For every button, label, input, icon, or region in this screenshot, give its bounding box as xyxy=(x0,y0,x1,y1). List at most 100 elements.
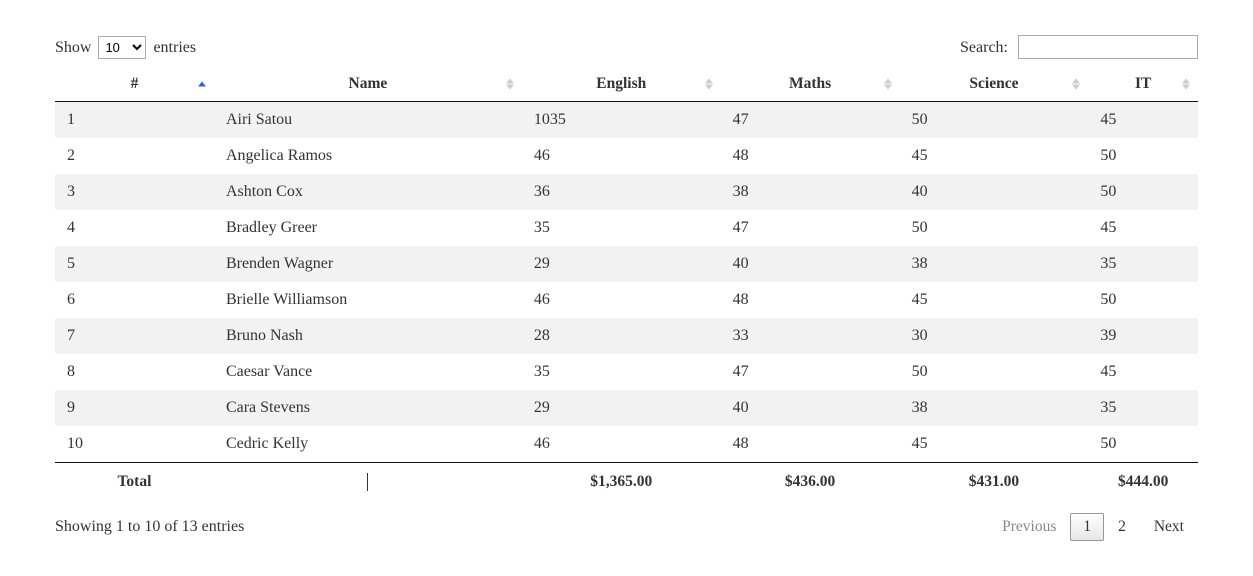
cell-name: Brenden Wagner xyxy=(214,246,522,282)
cell-it: 39 xyxy=(1088,318,1198,354)
table-row: 6Brielle Williamson46484550 xyxy=(55,282,1198,318)
table-info: Showing 1 to 10 of 13 entries xyxy=(55,518,244,536)
sort-icon xyxy=(506,79,514,90)
table-head: # Name English Maths Science IT xyxy=(55,67,1198,102)
table-row: 3Ashton Cox36384050 xyxy=(55,174,1198,210)
cell-name: Brielle Williamson xyxy=(214,282,522,318)
length-label: Show 102550100 entries xyxy=(55,39,196,56)
cell-it: 50 xyxy=(1088,174,1198,210)
length-select[interactable]: 102550100 xyxy=(98,36,146,59)
cell-science: 50 xyxy=(900,354,1089,390)
next-button[interactable]: Next xyxy=(1140,513,1198,541)
table-row: 5Brenden Wagner29403835 xyxy=(55,246,1198,282)
pagination: Previous12Next xyxy=(988,513,1198,541)
search-label-wrap: Search: xyxy=(960,39,1198,56)
footer-it: $444.00 xyxy=(1088,463,1198,500)
sort-icon xyxy=(198,82,206,87)
cell-maths: 38 xyxy=(721,174,900,210)
table-foot: Total $1,365.00 $436.00 $431.00 $444.00 xyxy=(55,463,1198,500)
table-row: 8Caesar Vance35475045 xyxy=(55,354,1198,390)
cell-name: Cara Stevens xyxy=(214,390,522,426)
footer-total-label: Total xyxy=(55,463,214,500)
cell-it: 45 xyxy=(1088,354,1198,390)
cell-idx: 8 xyxy=(55,354,214,390)
column-header-maths[interactable]: Maths xyxy=(721,67,900,102)
column-header-it[interactable]: IT xyxy=(1088,67,1198,102)
cell-idx: 7 xyxy=(55,318,214,354)
cell-idx: 10 xyxy=(55,426,214,463)
cell-name: Angelica Ramos xyxy=(214,138,522,174)
cell-it: 45 xyxy=(1088,210,1198,246)
cell-it: 35 xyxy=(1088,246,1198,282)
cell-science: 38 xyxy=(900,246,1089,282)
table-top-controls: Show 102550100 entries Search: xyxy=(55,35,1198,59)
cell-idx: 1 xyxy=(55,102,214,139)
cell-idx: 4 xyxy=(55,210,214,246)
cell-name: Bradley Greer xyxy=(214,210,522,246)
search-label: Search: xyxy=(960,39,1008,56)
cell-it: 45 xyxy=(1088,102,1198,139)
column-header-label: IT xyxy=(1135,75,1151,92)
cell-maths: 40 xyxy=(721,390,900,426)
cell-english: 29 xyxy=(522,390,721,426)
search-input[interactable] xyxy=(1018,35,1198,59)
sort-icon xyxy=(884,79,892,90)
table-row: 7Bruno Nash28333039 xyxy=(55,318,1198,354)
column-header-label: Name xyxy=(349,75,388,92)
table-row: 2Angelica Ramos46484550 xyxy=(55,138,1198,174)
page-button[interactable]: 2 xyxy=(1104,513,1140,541)
sort-icon xyxy=(705,79,713,90)
cell-it: 50 xyxy=(1088,282,1198,318)
cell-it: 35 xyxy=(1088,390,1198,426)
cell-name: Bruno Nash xyxy=(214,318,522,354)
table-body: 1Airi Satou10354750452Angelica Ramos4648… xyxy=(55,102,1198,463)
footer-separator xyxy=(214,463,522,500)
cell-science: 45 xyxy=(900,426,1089,463)
data-table: #NameEnglishMathsScienceIT 1Airi Satou10… xyxy=(55,67,1198,499)
column-header-name[interactable]: Name xyxy=(214,67,522,102)
cell-english: 1035 xyxy=(522,102,721,139)
page-button[interactable]: 1 xyxy=(1070,513,1104,541)
cell-maths: 33 xyxy=(721,318,900,354)
cell-science: 50 xyxy=(900,102,1089,139)
cell-science: 40 xyxy=(900,174,1089,210)
sort-icon xyxy=(1182,79,1190,90)
cell-it: 50 xyxy=(1088,426,1198,463)
table-row: 4Bradley Greer35475045 xyxy=(55,210,1198,246)
cell-english: 29 xyxy=(522,246,721,282)
sort-icon xyxy=(1072,79,1080,90)
column-header-label: English xyxy=(596,75,646,92)
cell-maths: 40 xyxy=(721,246,900,282)
search-control: Search: xyxy=(960,35,1198,59)
cell-idx: 9 xyxy=(55,390,214,426)
cell-english: 28 xyxy=(522,318,721,354)
cell-science: 45 xyxy=(900,282,1089,318)
cell-it: 50 xyxy=(1088,138,1198,174)
cell-english: 36 xyxy=(522,174,721,210)
cell-science: 30 xyxy=(900,318,1089,354)
footer-english: $1,365.00 xyxy=(522,463,721,500)
cell-english: 46 xyxy=(522,138,721,174)
cell-english: 46 xyxy=(522,282,721,318)
cell-science: 45 xyxy=(900,138,1089,174)
cell-english: 35 xyxy=(522,354,721,390)
table-row: 10Cedric Kelly46484550 xyxy=(55,426,1198,463)
column-header-label: # xyxy=(131,75,139,92)
table-row: 9Cara Stevens29403835 xyxy=(55,390,1198,426)
length-control: Show 102550100 entries xyxy=(55,36,196,59)
cell-idx: 2 xyxy=(55,138,214,174)
cell-maths: 47 xyxy=(721,354,900,390)
table-row: 1Airi Satou1035475045 xyxy=(55,102,1198,139)
length-prefix: Show xyxy=(55,39,91,56)
column-header-label: Science xyxy=(969,75,1018,92)
cell-maths: 47 xyxy=(721,102,900,139)
cell-maths: 48 xyxy=(721,138,900,174)
cell-name: Airi Satou xyxy=(214,102,522,139)
column-header-idx[interactable]: # xyxy=(55,67,214,102)
column-header-science[interactable]: Science xyxy=(900,67,1089,102)
cell-name: Cedric Kelly xyxy=(214,426,522,463)
cell-idx: 3 xyxy=(55,174,214,210)
cell-english: 46 xyxy=(522,426,721,463)
cell-maths: 48 xyxy=(721,282,900,318)
column-header-english[interactable]: English xyxy=(522,67,721,102)
